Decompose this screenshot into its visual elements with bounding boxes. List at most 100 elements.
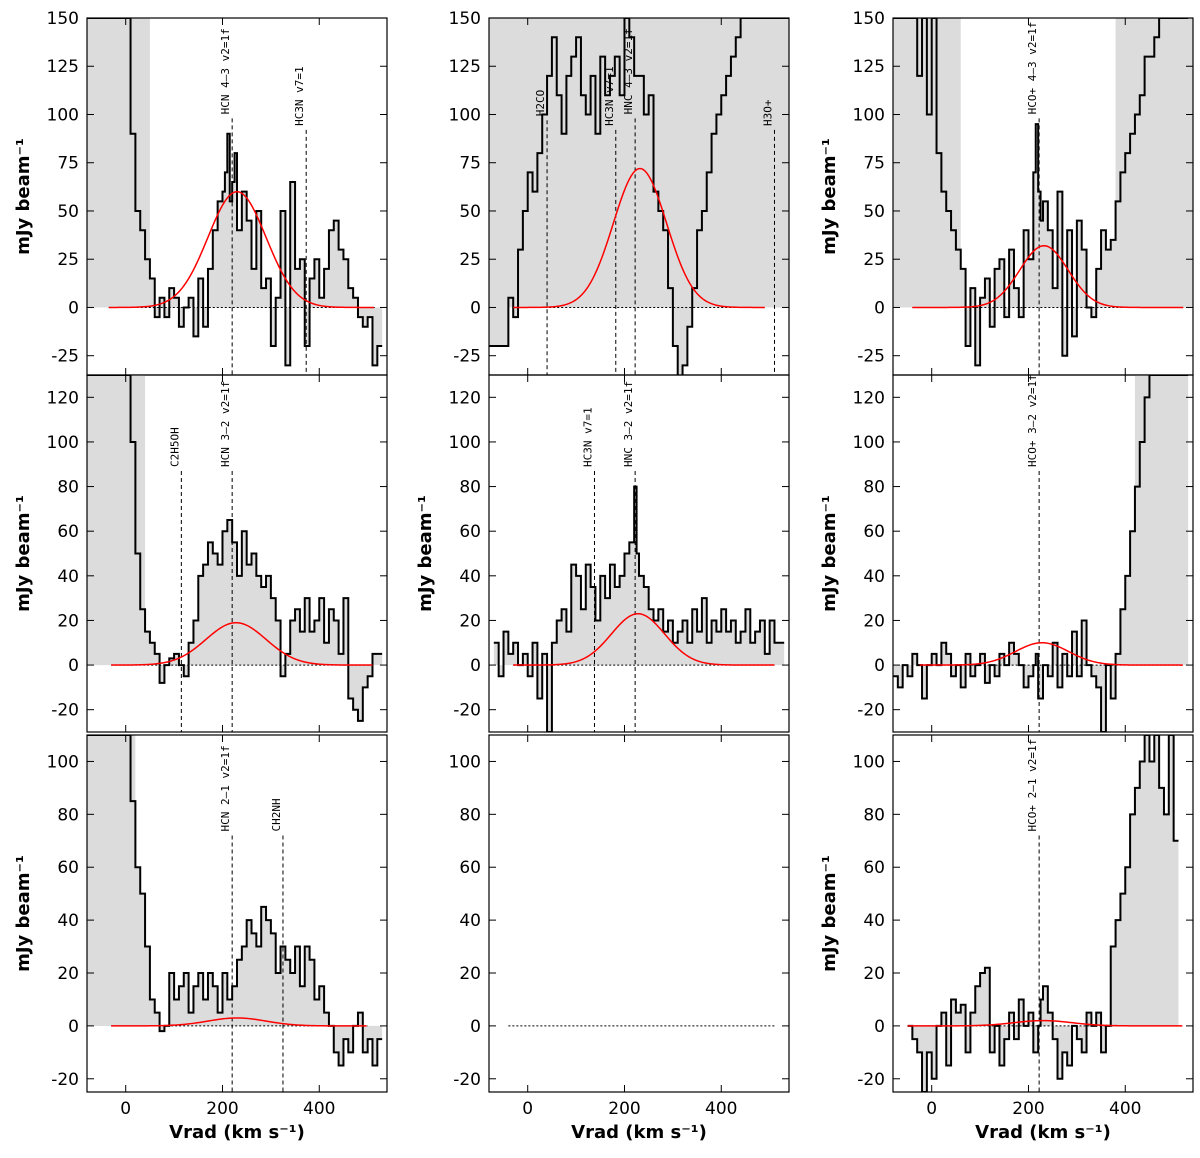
gaussian-fit	[108, 190, 374, 309]
spectrum-fill	[493, 486, 785, 732]
line-marker-label: HCO+ 4–3 v2=1f	[1026, 22, 1039, 115]
y-tick-label: 20	[459, 611, 481, 631]
x-axis-title: Vrad (km s⁻¹)	[571, 1122, 707, 1143]
gaussian-fit	[111, 621, 373, 666]
panel-p00: HCN 4–3 v2=1f HC3N v7=1 -25 0 25 50 75 100 125 15…	[13, 9, 388, 376]
axes-frame	[86, 374, 388, 733]
panel-p11: HC3N v7=1 HNC 3–2 v2=1f -20 0 20 40 60 80 100 120…	[415, 374, 790, 733]
masked-region	[87, 735, 136, 1026]
y-tick-label: 0	[874, 1017, 885, 1037]
y-tick-label: 0	[874, 298, 885, 318]
plot-area: HCO+ 2–1 v2=1f	[907, 735, 1184, 1092]
y-tick-label: 100	[47, 433, 79, 453]
line-marker-label: HNC 4–3 v2=1f	[622, 28, 635, 114]
y-tick-label: 150	[853, 9, 885, 29]
spectrum-line	[87, 375, 383, 722]
y-tick-label: 80	[57, 805, 79, 825]
y-tick-label: 100	[853, 752, 885, 772]
panel-p12: HCO+ 3–2 v2=1f -20 0 20 40 60 80 100 120 mJy beam…	[819, 374, 1194, 733]
y-tick-label: 125	[853, 57, 885, 77]
gaussian-fit	[912, 244, 1184, 309]
x-tick-label: 0	[120, 1099, 131, 1119]
masked-region	[489, 18, 789, 308]
y-tick-label: 0	[874, 656, 885, 676]
y-tick-label: 75	[57, 154, 79, 174]
y-axis-title: mJy beam⁻¹	[819, 495, 840, 612]
y-tick-label: 40	[57, 911, 79, 931]
panel-p01: H2CO HC3N v7=1 HNC 4–3 v2=1f H3O+ -25 0 25 50 75…	[449, 9, 790, 376]
x-axis-title: Vrad (km s⁻¹)	[975, 1122, 1111, 1143]
y-tick-label: 80	[459, 478, 481, 498]
x-tick-label: 0	[522, 1099, 533, 1119]
y-axis-title: mJy beam⁻¹	[819, 855, 840, 972]
y-tick-label: -20	[857, 1070, 885, 1090]
line-marker-label: HCO+ 2–1 v2=1f	[1026, 739, 1039, 832]
y-axis-title: mJy beam⁻¹	[13, 138, 34, 255]
y-tick-label: 0	[68, 656, 79, 676]
line-marker-label: HCN 3–2 v2=1f	[219, 381, 232, 467]
plot-area: C2H5OH HCN 3–2 v2=1f	[87, 375, 383, 732]
y-tick-label: 20	[57, 964, 79, 984]
axes-frame	[892, 374, 1194, 733]
y-tick-label: 75	[459, 154, 481, 174]
panel-p22: HCO+ 2–1 v2=1f -20 0 20 40 60 80 100 0 200 400 mJy …	[819, 734, 1194, 1143]
y-tick-label: 20	[57, 611, 79, 631]
y-axis-title: mJy beam⁻¹	[819, 138, 840, 255]
panel-p02: HCO+ 4–3 v2=1f -25 0 25 50 75 100 125 150 mJy bea…	[819, 9, 1194, 376]
y-tick-label: 0	[470, 298, 481, 318]
x-tick-label: 0	[926, 1099, 937, 1119]
spectrum-line	[87, 18, 383, 367]
y-tick-label: -25	[51, 347, 79, 367]
y-tick-label: 100	[853, 433, 885, 453]
x-tick-label: 200	[206, 1099, 238, 1119]
y-tick-label: 40	[863, 911, 885, 931]
y-tick-label: 125	[449, 57, 481, 77]
y-tick-label: 100	[47, 105, 79, 125]
line-marker-label: HC3N v7=1	[581, 407, 594, 467]
y-tick-label: 50	[57, 202, 79, 222]
y-tick-label: 60	[863, 522, 885, 542]
y-tick-label: -20	[857, 701, 885, 721]
y-tick-label: 0	[68, 1017, 79, 1037]
line-marker-label: H2CO	[534, 90, 547, 117]
spectrum-line	[907, 735, 1179, 1092]
y-tick-label: 120	[449, 388, 481, 408]
panel-p20: HCN 2–1 v2=1f CH2NH -20 0 20 40 60 80 100 0 200 400…	[13, 734, 388, 1143]
gaussian-fit	[513, 613, 775, 666]
x-tick-label: 200	[1012, 1099, 1044, 1119]
y-tick-label: -25	[453, 347, 481, 367]
y-tick-label: 60	[863, 858, 885, 878]
y-tick-label: 150	[449, 9, 481, 29]
y-tick-label: -20	[51, 701, 79, 721]
panel-p10: C2H5OH HCN 3–2 v2=1f -20 0 20 40 60 80 100 120 mJy…	[13, 374, 388, 733]
masked-region	[1115, 18, 1193, 308]
plot-area: HCN 2–1 v2=1f CH2NH	[87, 735, 383, 1092]
y-tick-label: 120	[47, 388, 79, 408]
y-tick-label: 80	[459, 805, 481, 825]
y-tick-label: 40	[57, 567, 79, 587]
line-marker-label: HC3N v7=1	[293, 66, 306, 126]
y-tick-label: 20	[459, 964, 481, 984]
y-tick-label: 80	[863, 478, 885, 498]
x-tick-label: 200	[608, 1099, 640, 1119]
plot-area: H2CO HC3N v7=1 HNC 4–3 v2=1f H3O+	[489, 18, 789, 375]
y-axis-title: mJy beam⁻¹	[13, 495, 34, 612]
line-marker-label: H3O+	[761, 99, 774, 126]
line-marker-label: CH2NH	[270, 798, 283, 831]
y-tick-label: 100	[449, 105, 481, 125]
gaussian-fit	[513, 167, 765, 309]
y-tick-label: 60	[57, 858, 79, 878]
y-tick-label: -20	[453, 701, 481, 721]
y-tick-label: 0	[470, 1017, 481, 1037]
y-tick-label: 40	[459, 567, 481, 587]
y-tick-label: 100	[449, 752, 481, 772]
y-tick-label: 60	[57, 522, 79, 542]
gaussian-fit	[919, 642, 1183, 666]
axes-frame	[488, 734, 790, 1093]
y-tick-label: 20	[863, 611, 885, 631]
x-tick-label: 400	[303, 1099, 335, 1119]
y-axis-title: mJy beam⁻¹	[415, 495, 436, 612]
y-tick-label: 20	[863, 964, 885, 984]
panel-p21: -20 0 20 40 60 80 100 0 200 400 Vrad (km s⁻¹)	[449, 734, 790, 1143]
